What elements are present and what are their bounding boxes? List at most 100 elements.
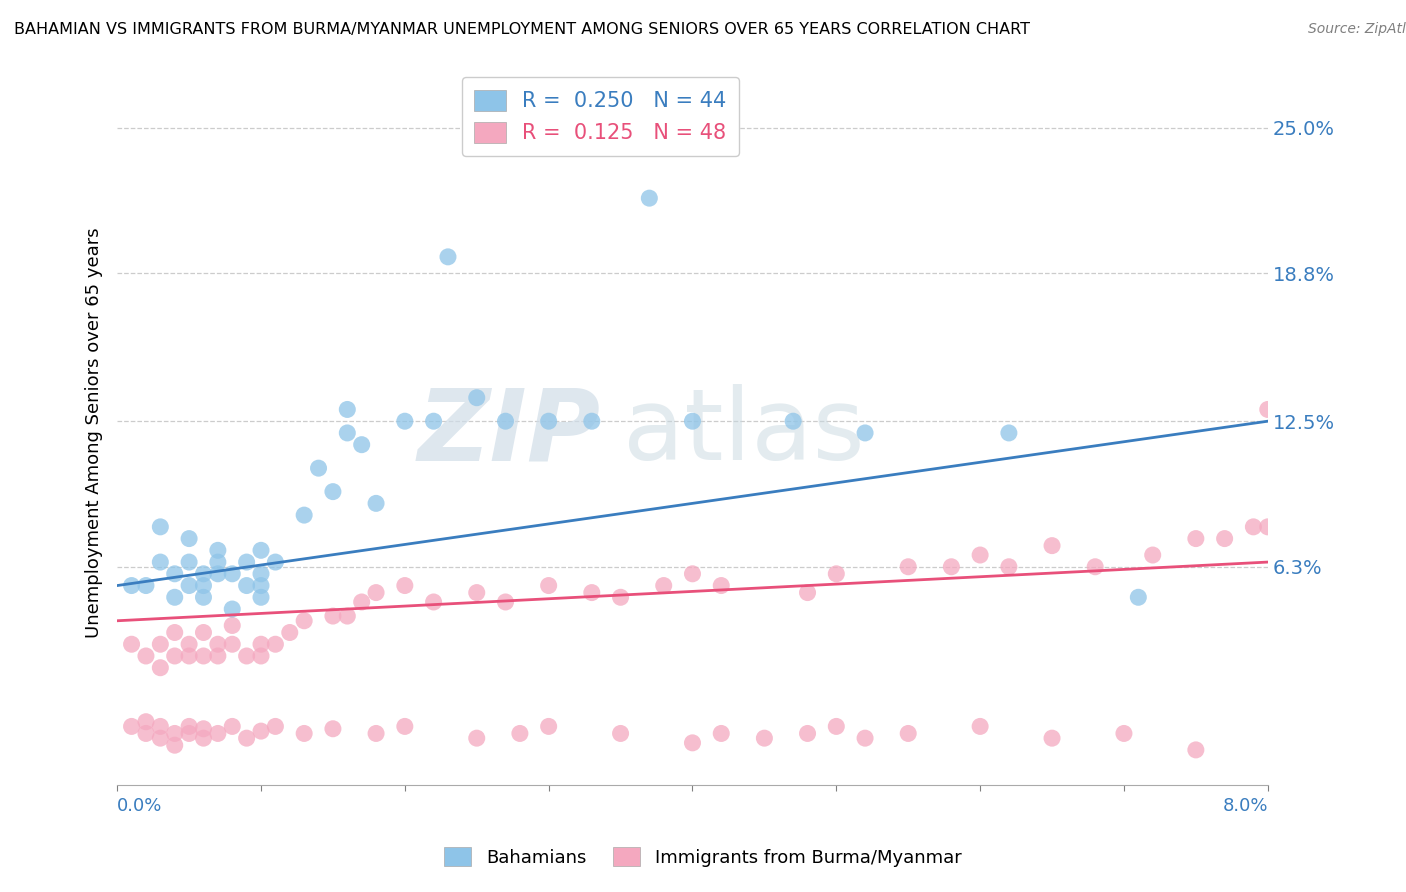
Point (495, 595, 517, 609)
Point (235, 555, 257, 569)
Legend: R =  0.250   N = 44, R =  0.125   N = 48: R = 0.250 N = 44, R = 0.125 N = 48 (461, 77, 740, 156)
Point (121, 637, 143, 651)
Point (1128, 591, 1150, 605)
Point (1040, 539, 1063, 553)
Point (163, 648, 186, 663)
Point (609, 726, 631, 740)
Point (135, 726, 157, 740)
Point (308, 461, 330, 475)
Point (1241, 520, 1264, 534)
Point (581, 585, 603, 599)
Point (495, 414, 517, 428)
Point (250, 566, 273, 581)
Point (149, 520, 172, 534)
Text: 8.0%: 8.0% (1222, 797, 1268, 815)
Point (264, 719, 287, 733)
Point (207, 637, 229, 651)
Point (207, 543, 229, 558)
Text: Source: ZipAtlas.com: Source: ZipAtlas.com (1308, 22, 1406, 37)
Point (177, 648, 200, 663)
Point (796, 585, 818, 599)
Point (825, 566, 848, 581)
Point (465, 391, 488, 405)
Point (422, 414, 444, 428)
Point (177, 719, 200, 733)
Point (135, 648, 157, 663)
Point (163, 566, 186, 581)
Point (364, 726, 387, 740)
Point (322, 484, 344, 499)
Point (336, 402, 359, 417)
Point (193, 578, 215, 592)
Point (682, 566, 704, 581)
Text: atlas: atlas (623, 384, 865, 482)
Point (193, 625, 215, 640)
Point (754, 731, 776, 746)
Point (638, 191, 661, 205)
Point (250, 724, 273, 739)
Point (1040, 731, 1063, 746)
Point (264, 637, 287, 651)
Point (364, 496, 387, 510)
Point (710, 726, 733, 740)
Point (782, 414, 804, 428)
Text: ZIP: ZIP (418, 384, 600, 482)
Point (149, 637, 172, 651)
Point (682, 736, 704, 750)
Point (221, 618, 243, 632)
Point (537, 578, 560, 592)
Point (193, 731, 215, 746)
Point (322, 609, 344, 624)
Point (322, 722, 344, 736)
Point (292, 726, 315, 740)
Point (135, 578, 157, 592)
Point (221, 602, 243, 616)
Point (177, 555, 200, 569)
Point (221, 566, 243, 581)
Point (163, 625, 186, 640)
Point (1142, 548, 1164, 562)
Point (207, 648, 229, 663)
Point (969, 719, 991, 733)
Point (149, 719, 172, 733)
Point (135, 714, 157, 729)
Point (193, 722, 215, 736)
Point (292, 614, 315, 628)
Point (509, 726, 531, 740)
Point (350, 438, 373, 452)
Point (163, 738, 186, 752)
Point (163, 591, 186, 605)
Point (250, 543, 273, 558)
Point (581, 414, 603, 428)
Point (193, 648, 215, 663)
Text: 0.0%: 0.0% (117, 797, 163, 815)
Legend: Bahamians, Immigrants from Burma/Myanmar: Bahamians, Immigrants from Burma/Myanmar (437, 840, 969, 874)
Point (537, 719, 560, 733)
Point (149, 661, 172, 675)
Point (250, 578, 273, 592)
Point (121, 578, 143, 592)
Point (394, 414, 416, 428)
Point (537, 414, 560, 428)
Point (394, 719, 416, 733)
Point (969, 548, 991, 562)
Point (364, 585, 387, 599)
Point (465, 731, 488, 746)
Point (796, 726, 818, 740)
Point (221, 719, 243, 733)
Point (1257, 402, 1279, 417)
Point (394, 578, 416, 592)
Point (998, 559, 1021, 574)
Point (221, 637, 243, 651)
Point (1185, 532, 1208, 546)
Point (250, 648, 273, 663)
Point (1185, 743, 1208, 757)
Point (149, 731, 172, 746)
Point (652, 578, 675, 592)
Point (250, 591, 273, 605)
Point (250, 637, 273, 651)
Point (853, 425, 876, 440)
Point (163, 726, 186, 740)
Point (825, 719, 848, 733)
Point (336, 609, 359, 624)
